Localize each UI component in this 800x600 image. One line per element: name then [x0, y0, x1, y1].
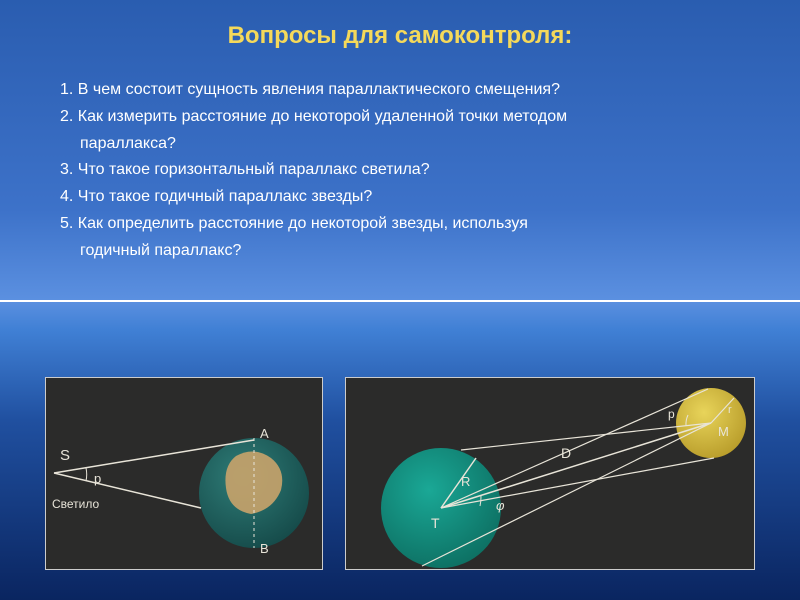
questions-list: 1. В чем состоит сущность явления паралл… — [0, 50, 800, 264]
label-p: p — [94, 471, 101, 486]
label-r-big: R — [461, 474, 470, 489]
question-2b: параллакса? — [60, 132, 740, 157]
label-star: Светило — [52, 497, 100, 511]
diagram-parallax-sun: T R D p φ M r — [345, 377, 755, 570]
diagram-row: S p A B Светило — [45, 377, 755, 570]
label-p2: p — [668, 407, 675, 421]
label-d: D — [561, 445, 571, 461]
question-1: 1. В чем состоит сущность явления паралл… — [60, 78, 740, 103]
label-m: M — [718, 424, 729, 439]
label-a: A — [260, 426, 269, 441]
label-phi: φ — [496, 498, 505, 513]
question-5b: годичный параллакс? — [60, 239, 740, 264]
diagram-parallax-earth: S p A B Светило — [45, 377, 323, 570]
label-b: B — [260, 541, 269, 556]
label-s: S — [60, 447, 70, 464]
question-3: 3. Что такое горизонтальный параллакс св… — [60, 158, 740, 183]
label-r-small: r — [728, 404, 732, 416]
question-2a: 2. Как измерить расстояние до некоторой … — [60, 105, 740, 130]
label-t: T — [431, 515, 440, 531]
question-4: 4. Что такое годичный параллакс звезды? — [60, 185, 740, 210]
horizon-decoration — [0, 300, 800, 302]
slide-title: Вопросы для самоконтроля: — [0, 0, 800, 50]
question-5a: 5. Как определить расстояние до некоторо… — [60, 212, 740, 237]
